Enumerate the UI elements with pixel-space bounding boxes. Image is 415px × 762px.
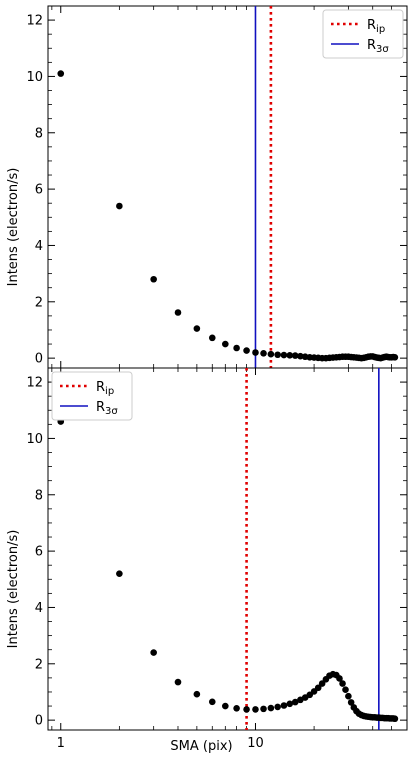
y-axis-label: Intens (electron/s) bbox=[6, 168, 21, 287]
data-point bbox=[345, 692, 352, 700]
data-point bbox=[260, 350, 267, 357]
data-point bbox=[116, 202, 123, 210]
data-point bbox=[243, 706, 250, 713]
data-point bbox=[339, 680, 346, 687]
data-point bbox=[280, 351, 288, 359]
data-point bbox=[193, 325, 201, 332]
data-point bbox=[314, 684, 322, 692]
x-axis-label: SMA (pix) bbox=[170, 739, 232, 754]
data-point bbox=[286, 700, 294, 708]
data-point bbox=[291, 352, 299, 359]
data-point bbox=[57, 70, 65, 77]
data-point bbox=[274, 703, 281, 711]
data-point bbox=[391, 715, 399, 723]
data-point bbox=[318, 680, 326, 687]
x-tick-label: 1 bbox=[57, 736, 65, 751]
data-point bbox=[291, 698, 299, 706]
data-point bbox=[280, 702, 288, 709]
data-point bbox=[116, 570, 123, 577]
y-tick-label: 10 bbox=[26, 432, 43, 447]
y-tick-label: 6 bbox=[35, 183, 43, 198]
data-point bbox=[260, 705, 267, 713]
data-point bbox=[274, 351, 281, 359]
y-tick-label: 8 bbox=[35, 488, 43, 503]
data-point bbox=[336, 675, 343, 682]
y-axis-label: Intens (electron/s) bbox=[6, 530, 21, 649]
data-point bbox=[174, 309, 182, 316]
data-point bbox=[267, 350, 275, 358]
y-tick-label: 12 bbox=[26, 376, 43, 391]
data-point bbox=[233, 344, 240, 352]
plot-frame bbox=[47, 367, 408, 731]
chart-panel-2: 0 2 4 6 8 10 12 1 10 Intens (electron/s) SMA (pix)… bbox=[6, 367, 408, 754]
data-point bbox=[174, 678, 182, 686]
data-point bbox=[297, 352, 304, 360]
y-tick-label: 4 bbox=[35, 239, 43, 254]
data-point bbox=[252, 706, 259, 713]
data-point bbox=[286, 352, 294, 359]
data-point bbox=[391, 353, 399, 361]
data-point bbox=[342, 686, 349, 694]
x-tick-label: 10 bbox=[247, 736, 264, 751]
plot-frame bbox=[47, 5, 408, 369]
data-point bbox=[233, 705, 240, 712]
data-point bbox=[193, 690, 201, 698]
legend-box bbox=[51, 371, 133, 421]
y-tick-label: 12 bbox=[26, 14, 43, 29]
data-point bbox=[208, 334, 216, 342]
data-point bbox=[208, 698, 216, 706]
data-point bbox=[222, 340, 229, 348]
data-point bbox=[267, 704, 275, 712]
data-point bbox=[222, 702, 229, 710]
data-point bbox=[150, 649, 157, 656]
y-tick-label: 6 bbox=[35, 545, 43, 560]
y-tick-label: 2 bbox=[35, 657, 43, 672]
legend-box bbox=[322, 9, 404, 59]
y-tick-label: 2 bbox=[35, 295, 43, 310]
data-point bbox=[347, 699, 355, 706]
data-point bbox=[243, 347, 250, 354]
y-tick-label: 0 bbox=[35, 714, 43, 729]
data-point bbox=[150, 275, 157, 283]
y-tick-label: 0 bbox=[35, 352, 43, 367]
y-tick-label: 8 bbox=[35, 126, 43, 141]
data-point bbox=[252, 349, 259, 356]
y-tick-label: 4 bbox=[35, 601, 43, 616]
y-tick-label: 10 bbox=[26, 70, 43, 85]
